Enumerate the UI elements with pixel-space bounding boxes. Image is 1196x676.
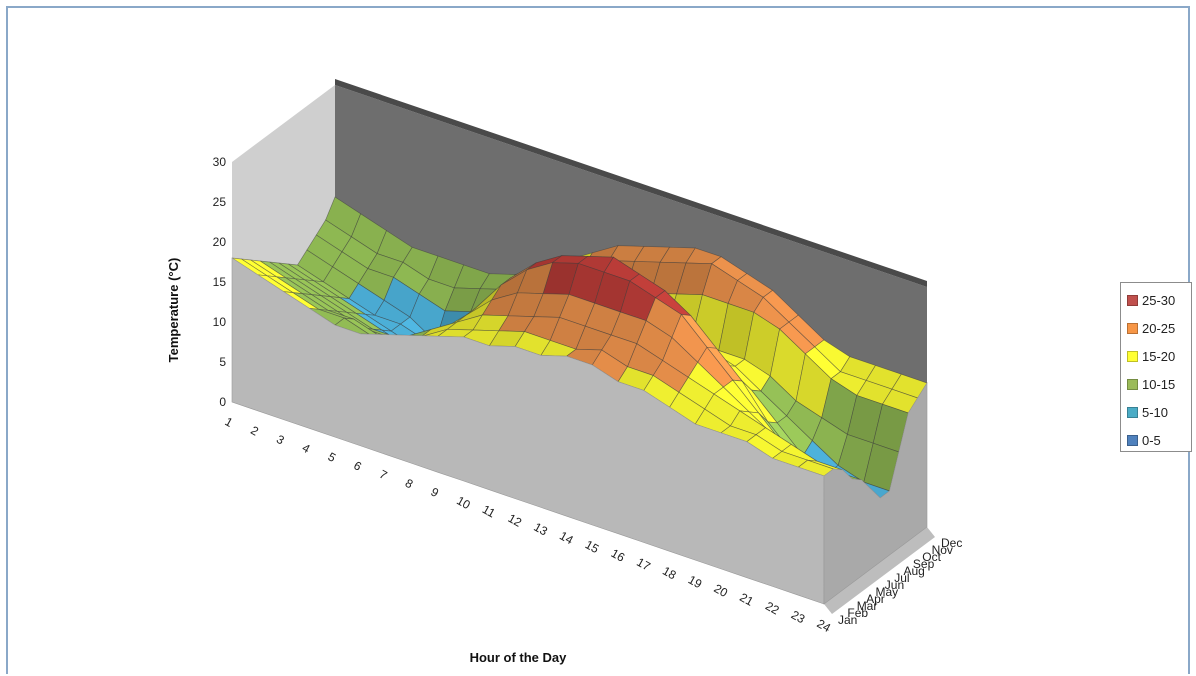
x-tick-label: 15 bbox=[583, 537, 602, 556]
x-axis-title: Hour of the Day bbox=[470, 650, 568, 665]
x-tick-label: 1 bbox=[223, 414, 236, 430]
z-axis-title: Temperature (°C) bbox=[166, 258, 181, 363]
legend-swatch bbox=[1127, 350, 1138, 362]
x-tick-label: 3 bbox=[274, 432, 287, 448]
y-tick-label: Oct bbox=[922, 550, 941, 564]
x-tick-label: 12 bbox=[506, 511, 525, 530]
z-tick-label: 10 bbox=[213, 315, 227, 329]
x-tick-label: 21 bbox=[737, 590, 756, 609]
legend-item: 10-15 bbox=[1127, 370, 1191, 398]
z-tick-label: 5 bbox=[219, 355, 226, 369]
legend-item: 5-10 bbox=[1127, 398, 1191, 426]
x-tick-label: 16 bbox=[609, 546, 628, 565]
y-tick-label: Nov bbox=[932, 543, 953, 557]
floor-edge bbox=[824, 527, 935, 614]
y-tick-label: Jun bbox=[885, 578, 904, 592]
y-tick-label: May bbox=[876, 585, 899, 599]
legend-swatch bbox=[1127, 406, 1138, 418]
y-tick-label: Sep bbox=[913, 557, 935, 571]
y-tick-label: Apr bbox=[866, 592, 885, 606]
y-tick-label: Feb bbox=[847, 606, 868, 620]
y-tick-label: Jan bbox=[838, 613, 857, 627]
x-tick-label: 4 bbox=[300, 441, 313, 457]
y-tick-label: Aug bbox=[904, 564, 925, 578]
x-tick-label: 23 bbox=[789, 608, 808, 627]
x-tick-label: 6 bbox=[351, 458, 364, 474]
z-tick-label: 30 bbox=[213, 155, 227, 169]
legend-item: 0-5 bbox=[1127, 426, 1191, 454]
legend-label: 0-5 bbox=[1142, 432, 1161, 448]
z-tick-label: 20 bbox=[213, 235, 227, 249]
surface-right-skirt bbox=[823, 381, 928, 605]
legend-swatch bbox=[1127, 294, 1138, 306]
legend-label: 20-25 bbox=[1142, 320, 1176, 336]
legend-label: 10-15 bbox=[1142, 376, 1176, 392]
x-tick-label: 13 bbox=[531, 520, 550, 539]
x-tick-label: 11 bbox=[480, 502, 498, 520]
legend-swatch bbox=[1127, 434, 1138, 446]
z-tick-label: 25 bbox=[213, 195, 227, 209]
legend-swatch bbox=[1127, 378, 1138, 390]
x-tick-label: 14 bbox=[557, 529, 576, 548]
legend-label: 15-20 bbox=[1142, 348, 1176, 364]
x-tick-label: 9 bbox=[428, 485, 441, 501]
x-tick-label: 8 bbox=[403, 476, 416, 492]
legend: 25-30 20-25 15-20 10-15 5-10 0-5 bbox=[1120, 282, 1192, 452]
x-tick-label: 10 bbox=[454, 493, 473, 512]
surface-mesh bbox=[231, 196, 928, 605]
x-tick-label: 7 bbox=[377, 467, 390, 483]
back-wall-top bbox=[335, 79, 927, 287]
x-tick-label: 18 bbox=[660, 564, 679, 583]
x-tick-label: 2 bbox=[248, 423, 261, 439]
legend-label: 25-30 bbox=[1142, 292, 1176, 308]
legend-label: 5-10 bbox=[1142, 404, 1169, 420]
x-tick-label: 20 bbox=[712, 581, 731, 600]
x-tick-label: 22 bbox=[763, 599, 782, 618]
y-tick-label: Mar bbox=[857, 599, 878, 613]
x-tick-label: 5 bbox=[326, 449, 339, 465]
legend-item: 25-30 bbox=[1127, 286, 1191, 314]
x-tick-label: 19 bbox=[686, 572, 705, 591]
legend-item: 20-25 bbox=[1127, 314, 1191, 342]
legend-swatch bbox=[1127, 322, 1138, 334]
x-tick-label: 17 bbox=[634, 555, 653, 574]
z-tick-label: 0 bbox=[219, 395, 226, 409]
y-tick-label: Dec bbox=[941, 536, 962, 550]
y-tick-label: Jul bbox=[894, 571, 909, 585]
x-tick-label: 24 bbox=[815, 616, 834, 635]
z-tick-label: 15 bbox=[213, 275, 227, 289]
legend-item: 15-20 bbox=[1127, 342, 1191, 370]
